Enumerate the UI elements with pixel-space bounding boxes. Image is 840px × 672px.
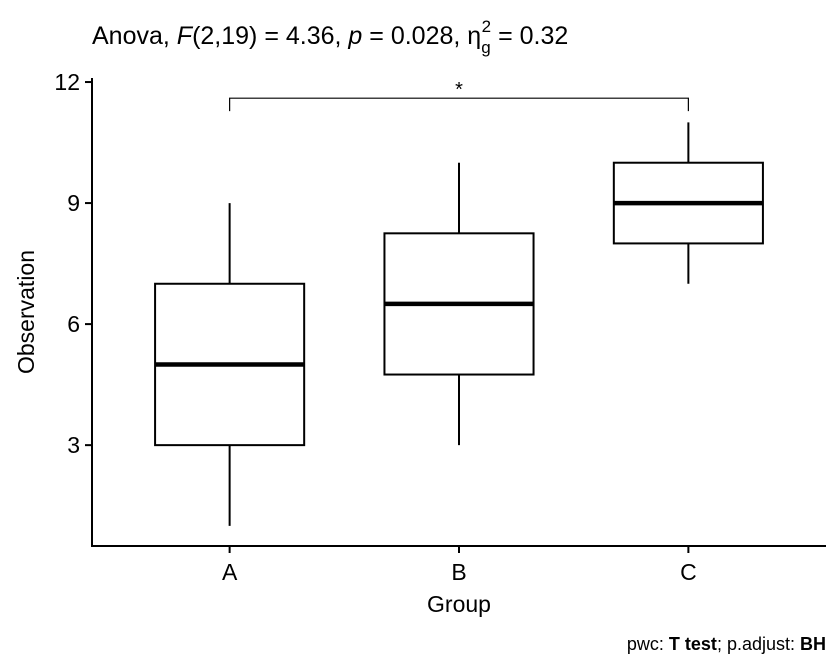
y-tick-label-9: 9 (67, 190, 80, 216)
box-group-A (154, 203, 306, 526)
plot-area: * (154, 79, 764, 526)
y-tick-label-12: 12 (54, 69, 80, 95)
x-axis-title: Group (427, 591, 491, 617)
bracket-line (229, 97, 689, 112)
x-tick-label-C: C (680, 559, 697, 585)
significance-bracket: * (229, 79, 689, 112)
axes: 3 6 9 12 A B C (54, 69, 826, 585)
x-tick-label-A: A (222, 559, 238, 585)
y-tick-label-3: 3 (67, 432, 80, 458)
y-tick-label-6: 6 (67, 311, 80, 337)
box-group-B (383, 162, 535, 446)
y-axis-title: Observation (13, 250, 39, 374)
significance-label: * (455, 79, 463, 101)
box-group-C (612, 122, 764, 284)
chart-caption: pwc: T test; p.adjust: BH (627, 634, 826, 654)
chart-title: Anova, F(2,19) = 4.36, p = 0.028, ηg2 = … (92, 17, 568, 57)
x-tick-label-B: B (451, 559, 466, 585)
